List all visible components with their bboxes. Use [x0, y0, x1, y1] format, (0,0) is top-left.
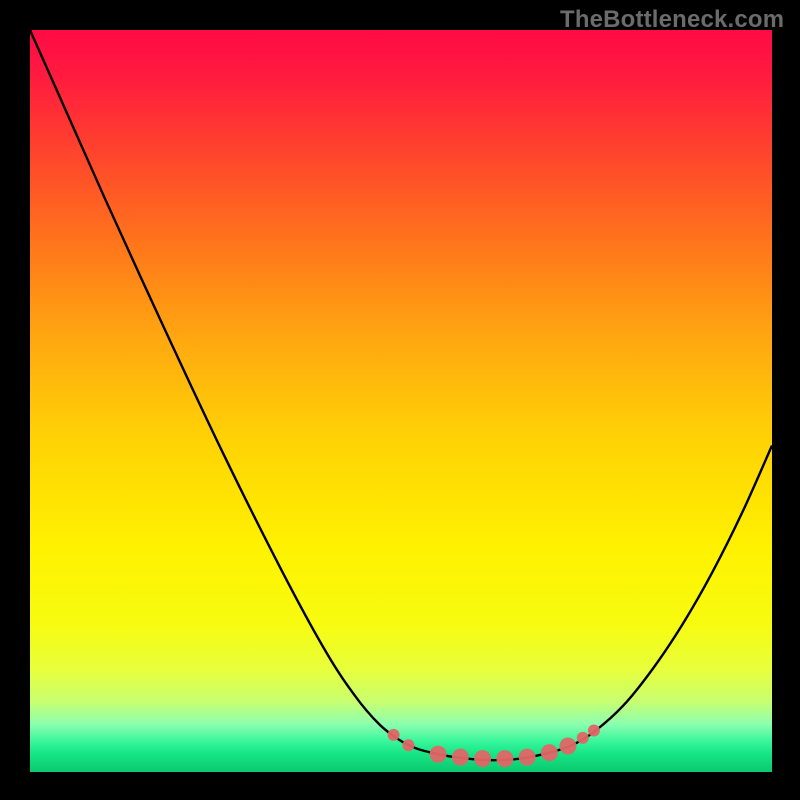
- plot-area: [30, 30, 772, 772]
- curve-marker: [559, 738, 576, 755]
- watermark-text: TheBottleneck.com: [560, 6, 784, 34]
- curve-marker: [541, 744, 558, 761]
- curve-marker: [388, 729, 400, 741]
- curve-marker: [577, 732, 589, 744]
- curve-marker: [519, 749, 536, 766]
- curve-marker: [430, 746, 447, 763]
- curve-marker: [496, 750, 513, 767]
- curve-marker: [452, 749, 469, 766]
- marker-layer: [30, 30, 772, 772]
- curve-marker: [588, 724, 600, 736]
- curve-marker: [474, 750, 491, 767]
- curve-marker: [402, 739, 414, 751]
